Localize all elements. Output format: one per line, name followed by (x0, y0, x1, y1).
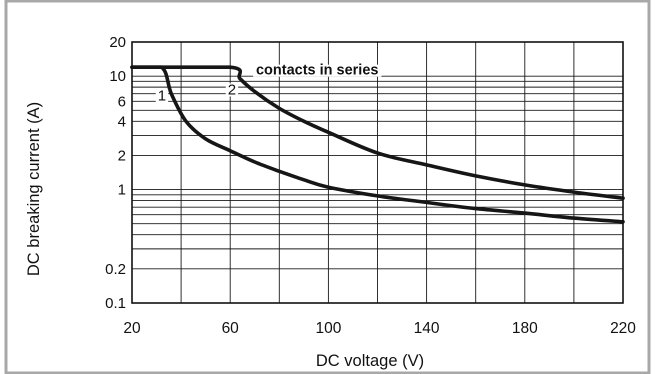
curves (130, 65, 625, 224)
x-tick-labels: 20 60 100 140 180 220 (123, 320, 636, 337)
y-tick-label: 10 (109, 68, 126, 85)
curve-labels: 1 2 contacts in series (155, 63, 382, 104)
curve-2 (130, 65, 625, 200)
x-tick-label: 140 (414, 320, 440, 337)
y-tick-label: 4 (118, 113, 126, 130)
y-tick-label: 0.2 (105, 261, 126, 278)
y-tick-label: 0.1 (105, 295, 126, 312)
x-tick-label: 220 (610, 320, 636, 337)
curve-label-1: 1 (158, 87, 166, 104)
y-tick-label: 1 (118, 182, 126, 199)
curve-label-2-group: 2 (225, 81, 239, 98)
y-tick-label: 2 (118, 147, 126, 164)
curve-label-1-bg (155, 89, 169, 103)
plot-area (131, 41, 624, 304)
x-tick-label: 20 (123, 320, 141, 337)
y-tick-label: 6 (118, 93, 126, 110)
x-tick-label: 60 (222, 320, 240, 337)
annotation-contacts-in-series-group: contacts in series (252, 63, 382, 79)
curve-label-2-bg (225, 83, 239, 97)
y-tick-label: 20 (109, 34, 126, 51)
y-tick-labels: 0.1 0.2 1 2 4 6 10 20 (105, 34, 126, 312)
x-tick-label: 100 (315, 320, 341, 337)
annotation-contacts-in-series-bg (252, 64, 382, 77)
x-axis-title: DC voltage (V) (316, 352, 424, 370)
curve-1 (130, 65, 625, 224)
curve-label-2: 2 (228, 81, 236, 98)
x-tick-label: 180 (512, 320, 538, 337)
annotation-contacts-in-series: contacts in series (256, 63, 378, 79)
y-axis-title: DC breaking current (A) (25, 102, 43, 276)
curve-label-1-group: 1 (155, 87, 169, 104)
